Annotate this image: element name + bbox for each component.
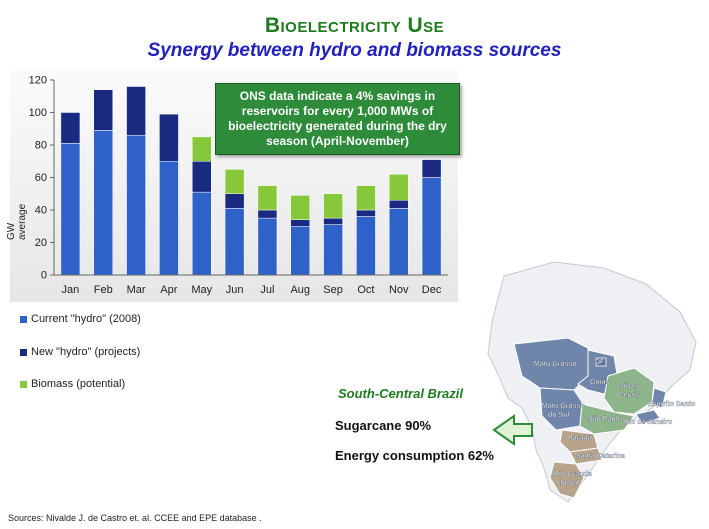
legend-label-new-hydro: New "hydro" (projects): [31, 346, 141, 358]
bar-segment-new-hydro-projects-nov: [388, 200, 409, 209]
region-title: South-Central Brazil: [338, 386, 463, 401]
bar-segment-new-hydro-projects-sep: [323, 217, 343, 225]
bar-segment-current-hydro-2008-feb: [93, 130, 114, 276]
legend-item-new-hydro: New "hydro" (projects): [20, 346, 140, 358]
bar-segment-new-hydro-projects-apr: [159, 113, 179, 162]
bar-segment-current-hydro-2008-jun: [224, 208, 245, 276]
bar-segment-new-hydro-projects-jun: [224, 193, 245, 209]
y-axis-label: GW average: [6, 203, 28, 240]
state-rio-grande-do-sul: [549, 461, 585, 499]
legend-item-biomass: Biomass (potential): [20, 378, 125, 390]
slide-subtitle: Synergy between hydro and biomass source…: [147, 40, 562, 61]
x-tick-label-sep: Sep: [323, 284, 343, 296]
map-label-rio-grande-do-sul-1: Rio Grande: [554, 471, 592, 478]
bar-segment-new-hydro-projects-oct: [356, 209, 376, 217]
map-label-minas-gerais-2: Gerais: [618, 392, 640, 399]
bar-segment-new-hydro-projects-aug: [290, 219, 311, 227]
y-tick-label: 60: [35, 172, 47, 184]
bar-segment-current-hydro-2008-jul: [257, 217, 278, 276]
x-tick-label-jul: Jul: [260, 284, 274, 296]
bar-segment-current-hydro-2008-sep: [323, 224, 343, 276]
bar-segment-biomass-potential-jun: [224, 169, 245, 194]
x-tick-label-jun: Jun: [226, 284, 244, 296]
bar-segment-new-hydro-projects-jan: [60, 112, 81, 144]
bar-segment-biomass-potential-jul: [257, 185, 278, 211]
map-label-rio-de-janeiro: Rio de Janeiro: [624, 419, 672, 426]
state-df: [595, 357, 607, 367]
x-tick-label-oct: Oct: [357, 284, 374, 296]
bar-segment-new-hydro-projects-may: [191, 161, 212, 193]
map-label-mato-grosso-do-sul-2: do Sul: [548, 412, 569, 419]
map-label-santa-catarina: Santa Catarina: [576, 453, 625, 460]
legend-swatch-new-hydro: [20, 348, 27, 356]
map-label-espirito-santo: Espírito Santo: [648, 401, 695, 408]
x-tick-label-may: May: [191, 284, 212, 296]
map-label-df: DF: [595, 359, 605, 366]
map-label-parana: Paraná: [568, 435, 591, 442]
bar-segment-biomass-potential-aug: [290, 195, 311, 220]
bar-segment-current-hydro-2008-apr: [159, 161, 179, 276]
y-tick-label: 0: [41, 270, 47, 282]
map-label-minas-gerais-1: Minas: [618, 383, 638, 390]
y-tick-label: 120: [29, 75, 47, 87]
legend-label-current-hydro: Current "hydro" (2008): [31, 313, 141, 325]
bar-segment-biomass-potential-sep: [323, 193, 343, 219]
bar-segment-biomass-potential-oct: [356, 185, 376, 211]
map-label-mato-grosso: Mato Grosso: [534, 361, 577, 368]
x-tick-label-aug: Aug: [290, 284, 310, 296]
legend-item-current-hydro: Current "hydro" (2008): [20, 313, 141, 325]
ons-note-text: ONS data indicate a 4% savings in reserv…: [228, 89, 447, 148]
bar-segment-current-hydro-2008-jan: [60, 143, 81, 276]
bar-segment-current-hydro-2008-may: [191, 191, 212, 276]
bar-segment-current-hydro-2008-oct: [356, 216, 376, 276]
map-label-rio-grande-do-sul-2: do Sul: [558, 480, 579, 487]
legend-swatch-biomass: [20, 380, 27, 388]
legend-swatch-current-hydro: [20, 315, 27, 323]
bar-chart: 0 20 40 60 80 100 120 Jan Feb Mar Apr May Jun Jul Aug…: [29, 75, 448, 296]
ons-note-box: ONS data indicate a 4% savings in reserv…: [215, 83, 460, 155]
energy-consumption-stat: Energy consumption 62%: [335, 448, 494, 463]
map-label-goias: Goiás: [590, 379, 610, 386]
state-santa-catarina: [569, 447, 603, 465]
state-espirito-santo: [651, 387, 667, 409]
bar-segment-biomass-potential-nov: [388, 174, 409, 201]
y-tick-label: 40: [35, 205, 47, 217]
bar-segment-new-hydro-projects-mar: [126, 86, 146, 136]
bar-segment-current-hydro-2008-dec: [421, 177, 442, 276]
bar-segment-biomass-potential-may: [191, 136, 212, 162]
state-minas-gerais: [603, 367, 655, 415]
bar-segment-current-hydro-2008-mar: [126, 135, 146, 276]
state-rio-de-janeiro: [635, 409, 661, 425]
map-label-sao-paulo: São Paulo: [588, 416, 622, 423]
y-tick-label: 80: [35, 140, 47, 152]
left-arrow-icon: [492, 414, 533, 446]
state-sao-paulo: [579, 403, 635, 435]
x-tick-label-apr: Apr: [160, 284, 177, 296]
bar-segment-new-hydro-projects-jul: [257, 209, 278, 219]
x-tick-label-mar: Mar: [127, 284, 146, 296]
map-label-mato-grosso-do-sul-1: Mato Grosso: [542, 403, 585, 410]
bar-segment-current-hydro-2008-nov: [388, 208, 409, 276]
x-tick-label-feb: Feb: [94, 284, 113, 296]
slide-title: Bioelectricity Use: [264, 14, 445, 37]
legend-label-biomass: Biomass (potential): [31, 378, 126, 390]
bar-segment-new-hydro-projects-feb: [93, 89, 114, 131]
x-tick-label-dec: Dec: [422, 284, 442, 296]
brazil-map: Mato Grosso DF Goiás Minas Gerais Espíri…: [487, 261, 697, 503]
x-tick-label-nov: Nov: [389, 284, 409, 296]
sugarcane-stat: Sugarcane 90%: [335, 418, 432, 433]
bar-segment-new-hydro-projects-dec: [421, 159, 442, 178]
y-tick-label: 100: [29, 107, 47, 119]
x-tick-label-jan: Jan: [62, 284, 80, 296]
y-tick-label: 20: [35, 237, 47, 249]
source-note: Sources: Nivalde J. de Castro et. al. CC…: [8, 513, 262, 523]
bar-segment-current-hydro-2008-aug: [290, 226, 311, 276]
